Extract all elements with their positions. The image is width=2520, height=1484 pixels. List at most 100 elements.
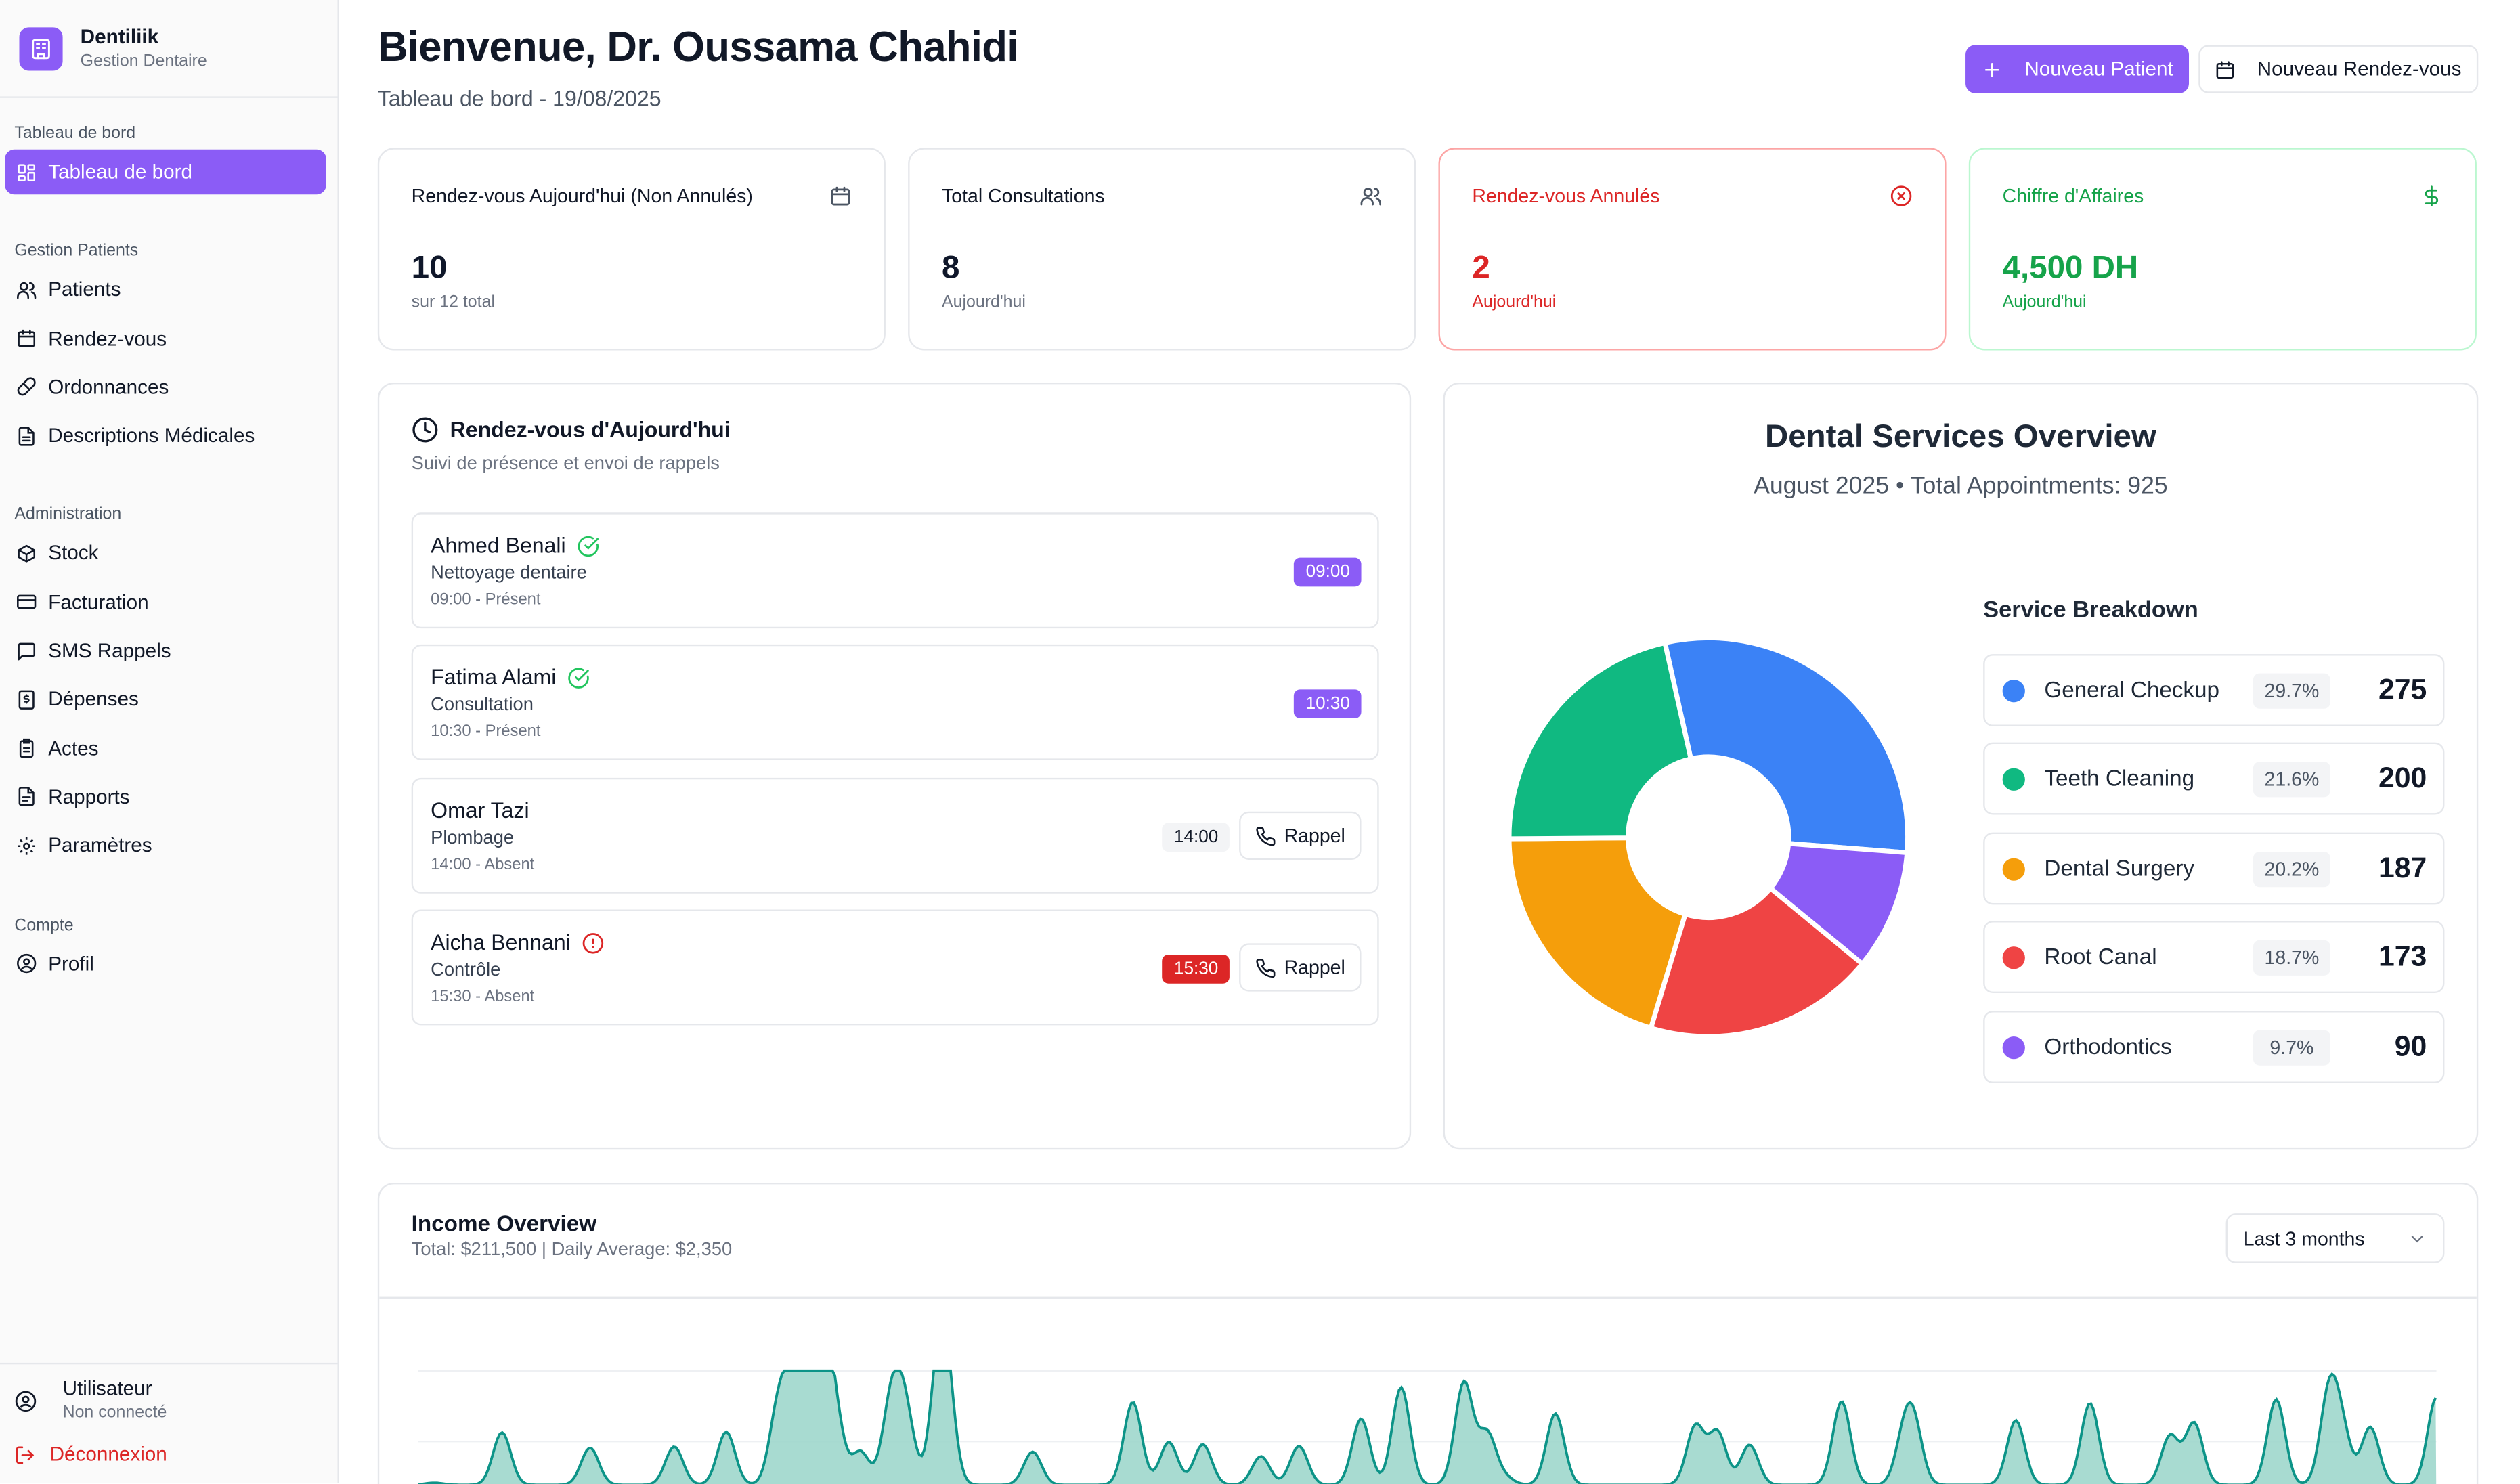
stat-value: 10: [411, 250, 448, 286]
sidebar-item-stock[interactable]: Stock: [5, 531, 326, 575]
services-overview-panel: Dental Services Overview August 2025 • T…: [1443, 382, 2479, 1150]
donut-slice-orthodontics: [1766, 841, 1910, 967]
appointment-item[interactable]: Omar Tazi Plombage 14:00 - Absent 14:00 …: [411, 777, 1379, 894]
patient-name: Omar Tazi: [431, 798, 529, 823]
service-row: Dental Surgery 20.2% 187: [1983, 832, 2445, 905]
appointment-item[interactable]: Aicha Bennani Contrôle 15:30 - Absent 15…: [411, 909, 1379, 1026]
sidebar-footer: Utilisateur Non connecté Déconnexion: [0, 1362, 338, 1483]
legend-dot: [2002, 858, 2025, 881]
user-circle-icon: [15, 1391, 37, 1412]
reminder-button[interactable]: Rappel: [1239, 811, 1362, 860]
page-subtitle: Tableau de bord - 19/08/2025: [377, 87, 661, 111]
service-count: 275: [2378, 673, 2427, 706]
pill-icon: [17, 378, 36, 397]
stat-label: Rendez-vous Aujourd'hui (Non Annulés): [411, 184, 753, 208]
service-count: 173: [2378, 940, 2427, 973]
service-percent: 20.2%: [2253, 852, 2330, 888]
new-patient-button[interactable]: Nouveau Patient: [1965, 45, 2190, 93]
nav-group-account: Compte Profil: [0, 909, 337, 986]
sidebar-item-prescriptions[interactable]: Ordonnances: [5, 365, 326, 410]
range-select[interactable]: Last 3 months: [2225, 1213, 2445, 1263]
sidebar-item-medical-descriptions[interactable]: Descriptions Médicales: [5, 413, 326, 458]
stat-card-cancelled: Rendez-vous Annulés 2 Aujourd'hui: [1438, 148, 1947, 351]
reminder-button[interactable]: Rappel: [1239, 943, 1362, 992]
file-text-icon: [18, 426, 35, 445]
stat-value: 4,500 DH: [2002, 250, 2139, 286]
user-info: Utilisateur Non connecté: [14, 1377, 321, 1425]
sidebar-item-label: Ordonnances: [48, 376, 169, 399]
sidebar-item-reports[interactable]: Rapports: [5, 774, 326, 819]
patient-name: Aicha Bennani: [431, 930, 571, 955]
service-percent: 9.7%: [2253, 1030, 2330, 1066]
sidebar-item-dashboard[interactable]: Tableau de bord: [5, 149, 326, 195]
sidebar-item-label: Facturation: [48, 591, 149, 614]
service-label: General Checkup: [2044, 676, 2219, 703]
service-count: 90: [2394, 1030, 2427, 1063]
service-percent: 18.7%: [2253, 940, 2330, 976]
sidebar-item-profile[interactable]: Profil: [5, 941, 326, 986]
plus-icon: [1984, 62, 1999, 77]
nav-group-label: Compte: [14, 915, 74, 935]
user-name: Utilisateur: [62, 1377, 152, 1400]
appointment-status: 15:30 - Absent: [431, 988, 535, 1006]
gear-icon: [18, 837, 36, 855]
new-appointment-label: Nouveau Rendez-vous: [2257, 58, 2462, 81]
nav-group-patients: Gestion Patients Patients Rendez-vous Or…: [0, 235, 337, 458]
sidebar-item-procedures[interactable]: Actes: [5, 726, 326, 770]
stat-label: Rendez-vous Annulés: [1472, 184, 1660, 208]
income-line: [418, 1369, 2437, 1484]
sidebar-item-sms-reminders[interactable]: SMS Rappels: [5, 628, 326, 673]
sidebar-item-appointments[interactable]: Rendez-vous: [5, 316, 326, 361]
service-label: Teeth Cleaning: [2044, 764, 2195, 791]
logout-icon: [16, 1445, 35, 1464]
appointment-service: Contrôle: [431, 961, 501, 980]
logout-button[interactable]: Déconnexion: [14, 1443, 321, 1466]
time-badge: 14:00: [1163, 823, 1230, 852]
new-appointment-button[interactable]: Nouveau Rendez-vous: [2198, 45, 2479, 93]
today-appointments-panel: Rendez-vous d'Aujourd'hui Suivi de prése…: [377, 382, 1412, 1150]
stat-footer: Aujourd'hui: [1472, 292, 1557, 312]
chart-subtitle: August 2025 • Total Appointments: 925: [1754, 472, 2168, 500]
alert-circle-icon: [582, 932, 604, 953]
check-circle-icon: [568, 667, 589, 688]
dashboard-icon: [18, 163, 36, 181]
sidebar-item-label: SMS Rappels: [48, 639, 171, 663]
sidebar-item-patients[interactable]: Patients: [5, 267, 326, 312]
users-icon: [17, 282, 37, 299]
legend-dot: [2002, 1036, 2025, 1060]
service-count: 200: [2378, 762, 2427, 794]
appointment-item[interactable]: Fatima Alami Consultation 10:30 - Présen…: [411, 644, 1379, 760]
service-label: Dental Surgery: [2044, 854, 2195, 881]
clipboard-icon: [19, 739, 34, 758]
legend-dot: [2002, 680, 2025, 703]
appointment-item[interactable]: Ahmed Benali Nettoyage dentaire 09:00 - …: [411, 512, 1379, 629]
sidebar-item-label: Rapports: [48, 785, 130, 808]
x-circle-icon: [1890, 186, 1912, 206]
sidebar-item-settings[interactable]: Paramètres: [5, 823, 326, 868]
reminder-label: Rappel: [1284, 824, 1345, 847]
sidebar-item-expenses[interactable]: Dépenses: [5, 677, 326, 722]
panel-title: Rendez-vous d'Aujourd'hui: [412, 416, 731, 443]
dollar-icon: [2425, 186, 2439, 206]
stat-card-total-consultations: Total Consultations 8 Aujourd'hui: [908, 148, 1416, 351]
nav-group-label: Tableau de bord: [14, 123, 136, 144]
panel-subtitle: Suivi de présence et envoi de rappels: [411, 454, 720, 475]
patient-name: Fatima Alami: [431, 665, 557, 690]
reminder-label: Rappel: [1284, 956, 1345, 979]
new-patient-label: Nouveau Patient: [2024, 58, 2173, 81]
service-percent: 29.7%: [2253, 673, 2330, 709]
time-badge: 09:00: [1294, 557, 1362, 587]
donut-slice-root-canal: [1647, 885, 1866, 1039]
service-row: Orthodontics 9.7% 90: [1983, 1011, 2445, 1083]
nav-group-dashboard: Tableau de bord Tableau de bord: [0, 117, 337, 195]
sidebar-item-billing[interactable]: Facturation: [5, 580, 326, 624]
sidebar-item-label: Stock: [48, 542, 99, 565]
nav-group-administration: Administration Stock Facturation SMS Rap…: [0, 499, 337, 868]
message-icon: [18, 642, 36, 660]
page-title: Bienvenue, Dr. Oussama Chahidi: [377, 22, 1019, 71]
nav-group-label: Administration: [14, 505, 122, 525]
nav-group-label: Gestion Patients: [14, 241, 139, 261]
brand-name: Dentiliik: [80, 24, 159, 48]
breakdown-title: Service Breakdown: [1983, 598, 2198, 624]
brand-subtitle: Gestion Dentaire: [80, 50, 207, 70]
